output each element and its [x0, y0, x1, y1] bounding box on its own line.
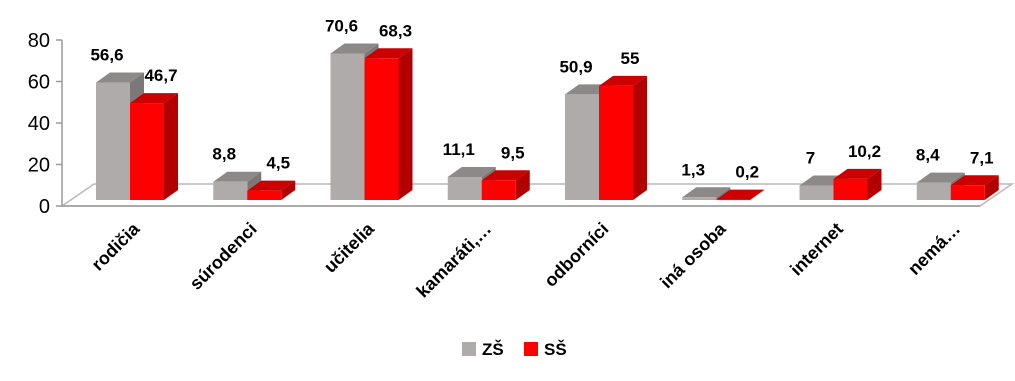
bar-ss-1 — [247, 180, 296, 200]
bar-front — [481, 180, 516, 200]
data-label: 56,6 — [90, 46, 123, 65]
data-label: 50,9 — [559, 57, 592, 76]
category-label: súrodenci — [186, 219, 261, 294]
data-label: 7,1 — [970, 148, 994, 167]
bar-ss-4 — [599, 75, 647, 200]
data-labels: 56,6 46,7 8,8 4,5 70,6 68,3 11,1 9,5 50,9 55 1,3 0,… — [90, 17, 993, 182]
data-label: 55 — [621, 49, 640, 68]
data-label: 11,1 — [443, 140, 475, 159]
bar-ss-2 — [364, 48, 413, 201]
data-label: 1,3 — [681, 160, 705, 179]
bar-ss-3 — [481, 170, 530, 200]
bar-top — [96, 72, 144, 83]
legend: ZŠ SŠ — [462, 340, 567, 359]
y-tick-label: 80 — [28, 30, 50, 52]
bar-front — [833, 178, 868, 200]
bar-front — [330, 53, 365, 200]
bar-top — [833, 168, 882, 179]
bar-front — [96, 82, 130, 200]
bar-zs-5 — [682, 187, 731, 200]
chart-floor — [59, 183, 1015, 207]
category-label: nemá… — [904, 219, 964, 279]
y-tick-label: 20 — [28, 155, 50, 177]
data-label: 7 — [806, 148, 815, 167]
legend-swatch — [462, 342, 476, 356]
bar-top — [682, 187, 731, 198]
bar-side — [164, 93, 178, 200]
category-label: rodičia — [88, 218, 145, 275]
bar-top — [481, 170, 530, 181]
bar-front — [447, 176, 482, 200]
y-axis: 0 20 40 60 80 — [28, 30, 63, 218]
bar-top — [213, 171, 262, 182]
bar-side — [750, 189, 765, 200]
bar-side — [867, 168, 882, 200]
bar-top — [330, 43, 379, 54]
bars — [96, 43, 999, 201]
bar-side — [984, 175, 999, 200]
bar-side — [281, 180, 296, 200]
bar-top — [599, 75, 647, 86]
bar-top — [364, 48, 413, 59]
bar-front — [716, 199, 751, 201]
y-tick-label: 40 — [28, 113, 50, 135]
category-label: učitelia — [320, 218, 379, 277]
data-label: 70,6 — [325, 17, 358, 36]
bar-ss-5 — [716, 189, 765, 201]
bar-top — [950, 175, 999, 186]
bar-front — [682, 197, 717, 200]
data-label: 0,2 — [735, 163, 759, 182]
bar-top — [716, 189, 765, 200]
data-label: 8,8 — [212, 145, 236, 164]
bar-front — [950, 185, 985, 200]
data-label: 8,4 — [916, 146, 940, 165]
bar-front — [599, 85, 633, 200]
y-tick-label: 0 — [39, 196, 50, 218]
category-labels: rodičia súrodenci učitelia kamaráti,… odborn… — [88, 218, 965, 301]
bar-top — [130, 93, 178, 104]
bar-side — [515, 170, 530, 200]
category-label: internet — [786, 219, 847, 280]
data-label: 10,2 — [848, 142, 881, 161]
bar-ss-7 — [950, 175, 999, 200]
bar-ss-6 — [833, 168, 882, 200]
data-label: 4,5 — [266, 154, 290, 173]
legend-swatch — [524, 342, 538, 356]
bar-front — [130, 103, 164, 200]
bar-top — [916, 172, 965, 183]
data-label: 68,3 — [379, 21, 412, 40]
bar-front — [213, 181, 248, 200]
legend-label: ZŠ — [482, 340, 504, 359]
bar-front — [916, 182, 951, 200]
bar-front — [247, 190, 282, 200]
category-label: odborníci — [540, 219, 612, 291]
bar-front — [799, 185, 834, 200]
bar-side — [398, 48, 413, 201]
bar-side — [633, 75, 647, 200]
bar-side — [716, 187, 731, 200]
bar-front — [565, 94, 599, 200]
data-label: 9,5 — [501, 143, 525, 162]
bar-top — [447, 166, 496, 177]
category-label: kamaráti,… — [412, 219, 495, 302]
category-label: iná osoba — [656, 218, 730, 292]
legend-label: SŠ — [544, 340, 567, 359]
bar-top — [247, 180, 296, 191]
bar-front — [364, 58, 399, 201]
bar-ss-0 — [130, 93, 178, 200]
bar-zs-1 — [213, 171, 262, 200]
y-tick-label: 60 — [28, 72, 50, 94]
data-label: 46,7 — [144, 66, 177, 85]
